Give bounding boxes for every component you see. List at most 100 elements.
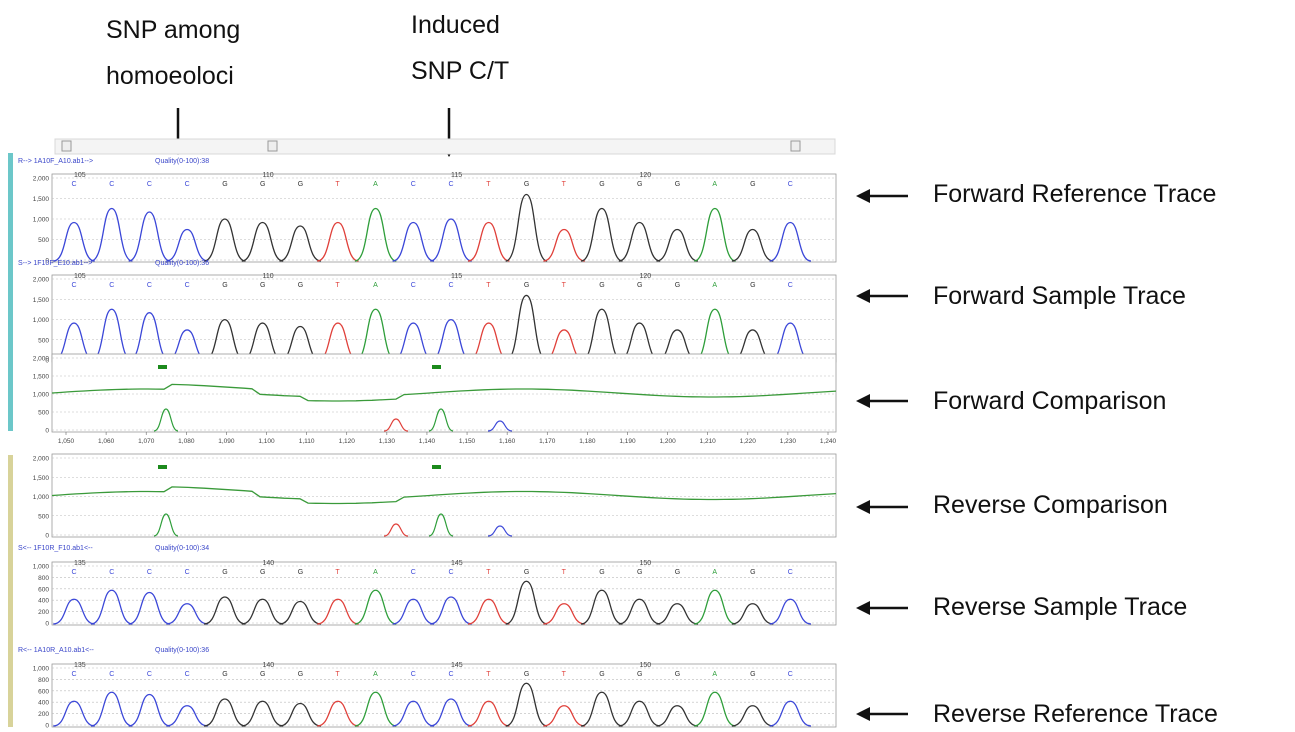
- base-call: T: [335, 671, 340, 678]
- label-arrow: [856, 189, 908, 203]
- base-call: G: [675, 569, 680, 576]
- trace-peak: [317, 598, 359, 625]
- base-call: T: [486, 181, 491, 188]
- trace-peak: [693, 308, 736, 362]
- trace-peak: [203, 318, 246, 362]
- trace-peak: [279, 702, 322, 727]
- base-call: G: [260, 181, 265, 188]
- scrollbar-track: [54, 138, 836, 155]
- base-call: G: [222, 181, 227, 188]
- trace-peak: [279, 600, 322, 625]
- base-call: A: [712, 181, 717, 188]
- base-call: G: [675, 181, 680, 188]
- snp-marker: [432, 365, 441, 369]
- arrow-head: [856, 289, 870, 303]
- trace-peak: [731, 228, 774, 262]
- panel-frame: [51, 453, 837, 538]
- base-call: A: [373, 671, 378, 678]
- base-call: A: [712, 671, 717, 678]
- position-label: 120: [640, 172, 652, 179]
- trace-peak: [279, 225, 322, 262]
- base-call: T: [562, 181, 567, 188]
- base-call: G: [675, 671, 680, 678]
- base-call: C: [147, 671, 152, 678]
- base-call: G: [750, 282, 755, 289]
- callout-line-1: Induced: [411, 11, 500, 39]
- base-call: C: [449, 282, 454, 289]
- base-call: C: [109, 671, 114, 678]
- x-tick-label: 1,130: [379, 438, 396, 445]
- base-call: G: [524, 181, 529, 188]
- trace-peak: [354, 691, 397, 727]
- label-arrow: [856, 289, 908, 303]
- trace-peak: [128, 312, 171, 362]
- base-call: G: [298, 181, 303, 188]
- trace-peak: [618, 598, 661, 625]
- reverse-reference-label: Reverse Reference Trace: [933, 700, 1218, 728]
- trace-peak: [543, 705, 585, 727]
- trace-peak: [618, 221, 661, 262]
- trace-peak: [354, 207, 397, 262]
- trace-peak: [316, 322, 359, 362]
- comparison-line: [51, 486, 837, 505]
- y-tick-label: 500: [38, 410, 49, 417]
- y-tick-label: 1,000: [33, 217, 50, 224]
- x-tick-label: 1,230: [780, 438, 797, 445]
- y-tick-label: 500: [38, 513, 49, 520]
- trace-file-header: R--> 1A10F_A10.ab1-->: [18, 158, 93, 165]
- y-tick-label: 600: [38, 586, 49, 593]
- trace-peak: [656, 705, 699, 727]
- y-tick-label: 1,000: [33, 392, 50, 399]
- y-tick-label: 2,000: [33, 356, 50, 363]
- base-call: G: [599, 181, 604, 188]
- base-call: C: [147, 282, 152, 289]
- x-tick-label: 1,160: [499, 438, 516, 445]
- trace-peak: [166, 603, 208, 625]
- trace-peak: [543, 603, 585, 625]
- base-call: A: [712, 282, 717, 289]
- y-tick-label: 2,000: [33, 456, 50, 463]
- trace-peak: [430, 698, 472, 727]
- y-tick-label: 1,500: [33, 196, 50, 203]
- base-call: A: [373, 282, 378, 289]
- trace-peak: [166, 228, 208, 262]
- trace-peak: [392, 598, 435, 625]
- base-call: G: [599, 282, 604, 289]
- base-call: C: [185, 282, 190, 289]
- reverse-comparison-label: Reverse Comparison: [933, 491, 1168, 519]
- base-call: G: [524, 282, 529, 289]
- base-call: G: [599, 671, 604, 678]
- reverse-sample-label: Reverse Sample Trace: [933, 593, 1188, 621]
- y-tick-label: 1,000: [33, 494, 50, 501]
- y-tick-label: 200: [38, 711, 49, 718]
- x-tick-label: 1,110: [299, 438, 315, 445]
- x-tick-label: 1,100: [258, 438, 275, 445]
- trace-peak: [769, 598, 812, 625]
- base-call: C: [449, 569, 454, 576]
- x-tick-label: 1,220: [740, 438, 757, 445]
- base-call: C: [147, 181, 152, 188]
- x-tick-label: 1,050: [58, 438, 75, 445]
- trace-peak: [128, 591, 171, 625]
- base-call: G: [675, 282, 680, 289]
- base-call: C: [72, 569, 77, 576]
- position-label: 140: [263, 662, 275, 669]
- trace-peak: [166, 705, 208, 727]
- panel-frame: [51, 561, 837, 626]
- base-call: C: [788, 671, 793, 678]
- base-call: T: [562, 569, 567, 576]
- base-call: T: [335, 569, 340, 576]
- scroll-thumb: [267, 140, 278, 152]
- panel-rev_sample: [51, 561, 837, 626]
- trace-quality-label: Quality(0-100):34: [155, 545, 209, 552]
- y-tick-label: 0: [45, 533, 49, 540]
- label-arrow: [856, 500, 908, 514]
- position-label: 150: [640, 662, 652, 669]
- x-tick-label: 1,170: [539, 438, 556, 445]
- trace-peak: [354, 589, 397, 625]
- callout-line-1: SNP among: [106, 16, 241, 44]
- arrow-head: [856, 394, 870, 408]
- position-label: 135: [74, 662, 86, 669]
- y-tick-label: 500: [38, 337, 49, 344]
- x-tick-label: 1,190: [619, 438, 636, 445]
